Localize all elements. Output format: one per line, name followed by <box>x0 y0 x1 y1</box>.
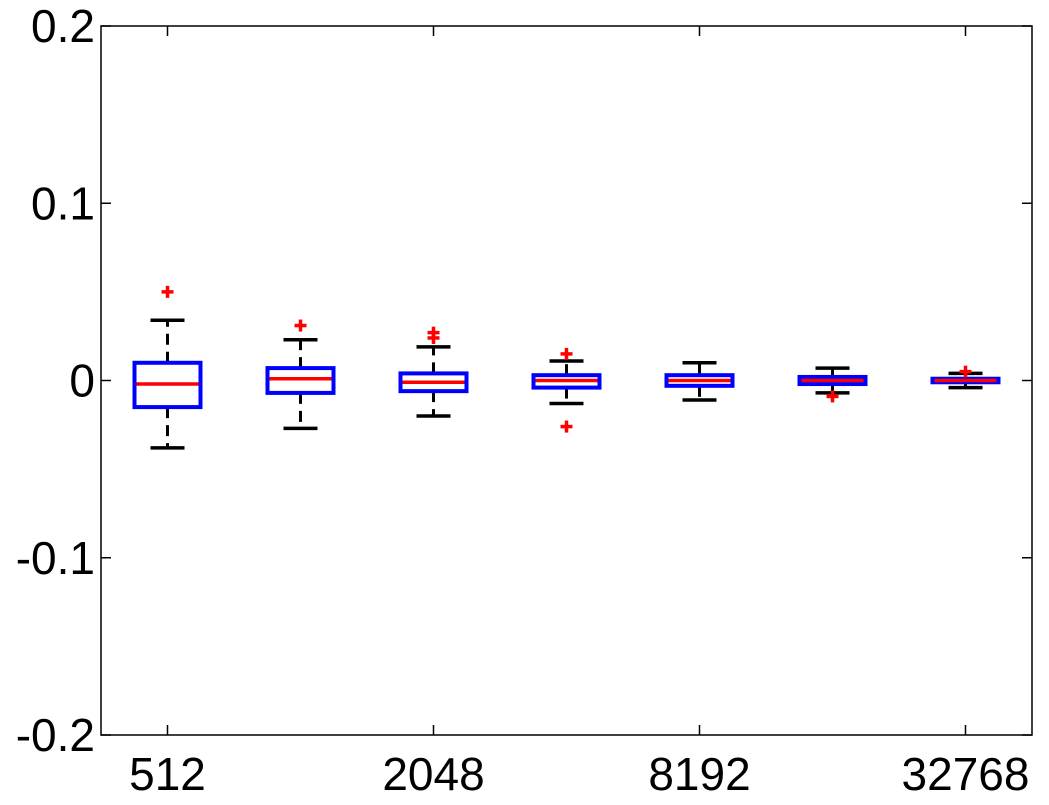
outlier-marker <box>427 326 440 339</box>
box-group-2 <box>265 319 336 431</box>
plot-area <box>132 285 1001 450</box>
y-tick-label: -0.1 <box>16 532 95 584</box>
box-group-4 <box>531 347 602 433</box>
x-tick-label: 32768 <box>902 748 1030 800</box>
box-group-7 <box>930 365 1001 390</box>
x-tick-label: 2048 <box>382 748 484 800</box>
box-group-1 <box>132 285 203 450</box>
outlier-marker <box>560 420 573 433</box>
y-tick-label: -0.2 <box>16 709 95 761</box>
y-tick-label: 0 <box>69 355 95 407</box>
y-tick-label: 0.2 <box>31 0 95 52</box>
axes: 0.2 0.1 0 -0.1 -0.2 512 2048 8192 32768 <box>16 0 1032 800</box>
outlier-marker <box>161 285 174 298</box>
box-group-3 <box>398 326 469 418</box>
outlier-marker <box>560 347 573 360</box>
box-group-6 <box>797 366 868 403</box>
box-group-5 <box>664 361 735 402</box>
outlier-marker <box>959 365 972 378</box>
x-tick-label: 512 <box>129 748 206 800</box>
box <box>265 366 336 395</box>
x-tick-label: 8192 <box>648 748 750 800</box>
outlier-marker <box>826 390 839 403</box>
y-tick-label: 0.1 <box>31 177 95 229</box>
outlier-marker <box>294 319 307 332</box>
